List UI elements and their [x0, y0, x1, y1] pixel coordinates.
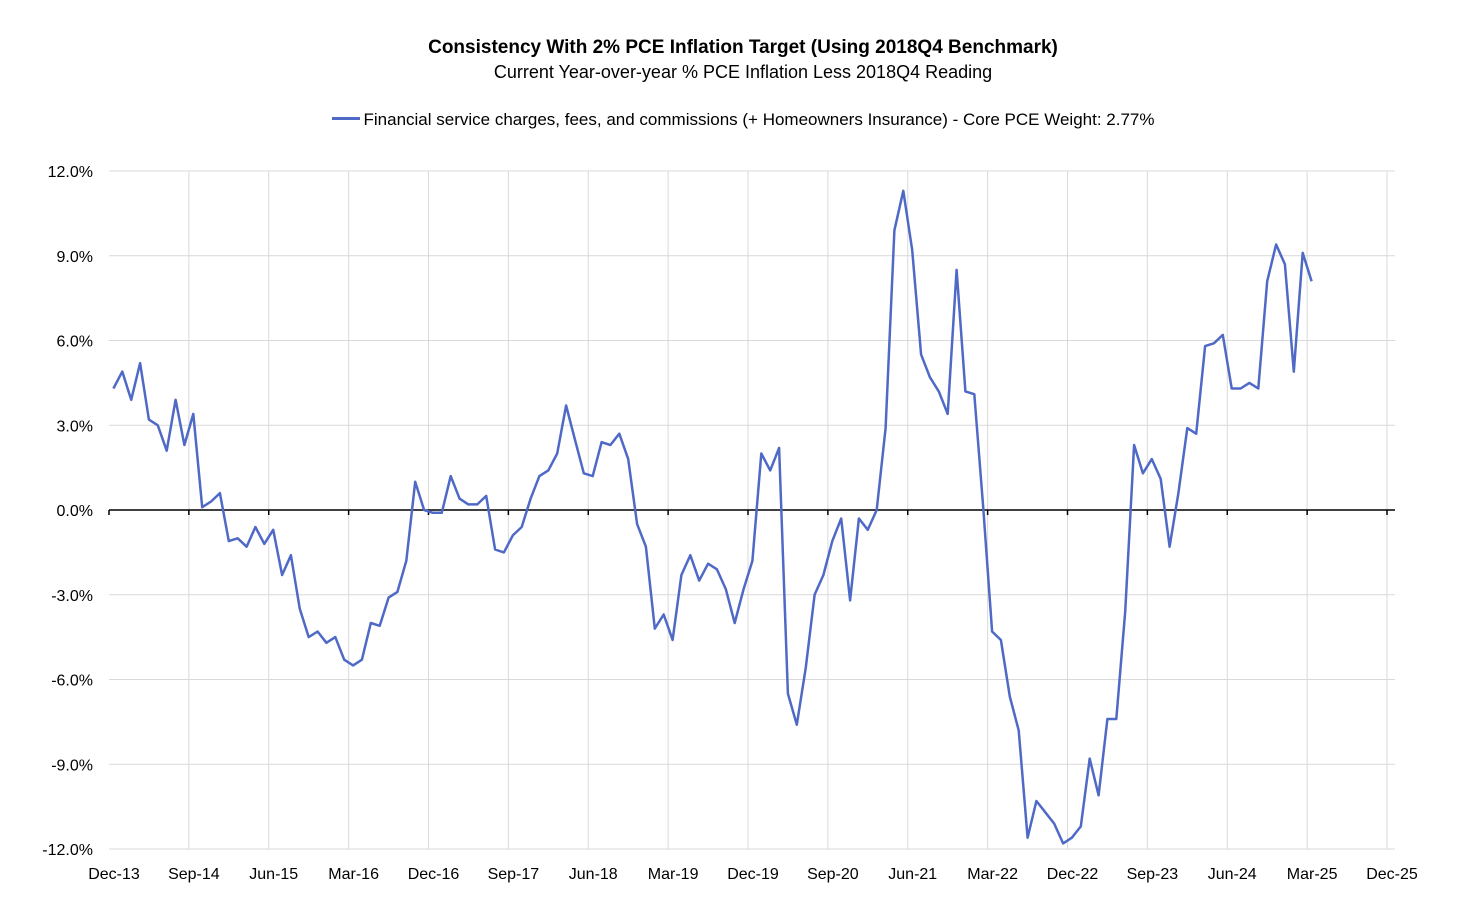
x-tick-label: Mar-25 — [1287, 866, 1338, 883]
legend-swatch — [331, 117, 360, 121]
x-tick-label: Sep-23 — [1127, 866, 1179, 883]
x-axis-labels: Dec-13 Sep-14 Jun-15 Mar-16 Dec-16 Sep-17 Jun-… — [88, 866, 1418, 883]
x-tick-label: Jun-15 — [249, 866, 298, 883]
x-tick-label: Dec-19 — [727, 866, 779, 883]
x-tick-label: Jun-18 — [569, 866, 618, 883]
x-tick-label: Mar-22 — [967, 866, 1018, 883]
series-group — [112, 189, 1313, 845]
y-tick-label: 12.0% — [48, 164, 93, 181]
y-tick-label: -3.0% — [51, 588, 93, 605]
chart-title: Consistency With 2% PCE Inflation Target… — [428, 37, 1058, 58]
y-tick-label: -9.0% — [51, 757, 93, 774]
legend-label: Financial service charges, fees, and com… — [363, 110, 1155, 129]
zero-axis — [108, 509, 1395, 515]
chart-subtitle: Current Year-over-year % PCE Inflation L… — [493, 62, 993, 82]
y-tick-label: 0.0% — [57, 503, 93, 520]
y-tick-label: 9.0% — [57, 249, 93, 266]
x-tick-label: Dec-16 — [408, 866, 460, 883]
x-tick-label: Jun-21 — [888, 866, 937, 883]
y-axis-labels: 12.0% 9.0% 6.0% 3.0% 0.0% -3.0% -6.0% -9.0% -12.… — [42, 164, 93, 859]
x-tick-label: Sep-17 — [488, 866, 540, 883]
x-tick-label: Dec-25 — [1366, 866, 1418, 883]
x-tick-label: Mar-16 — [328, 866, 379, 883]
y-tick-label: 3.0% — [57, 418, 93, 435]
y-tick-label: -6.0% — [51, 673, 93, 690]
x-tick-label: Dec-22 — [1047, 866, 1099, 883]
chart-titles: Consistency With 2% PCE Inflation Target… — [0, 36, 1461, 84]
x-tick-label: Mar-19 — [648, 866, 699, 883]
y-tick-label: -12.0% — [42, 842, 93, 859]
series-line — [112, 189, 1313, 845]
chart-legend: Financial service charges, fees, and com… — [0, 108, 1461, 132]
x-tick-label: Jun-24 — [1208, 866, 1257, 883]
x-tick-label: Sep-14 — [168, 866, 220, 883]
y-tick-label: 6.0% — [57, 334, 93, 351]
x-tick-label: Sep-20 — [807, 866, 859, 883]
x-tick-label: Dec-13 — [88, 866, 140, 883]
